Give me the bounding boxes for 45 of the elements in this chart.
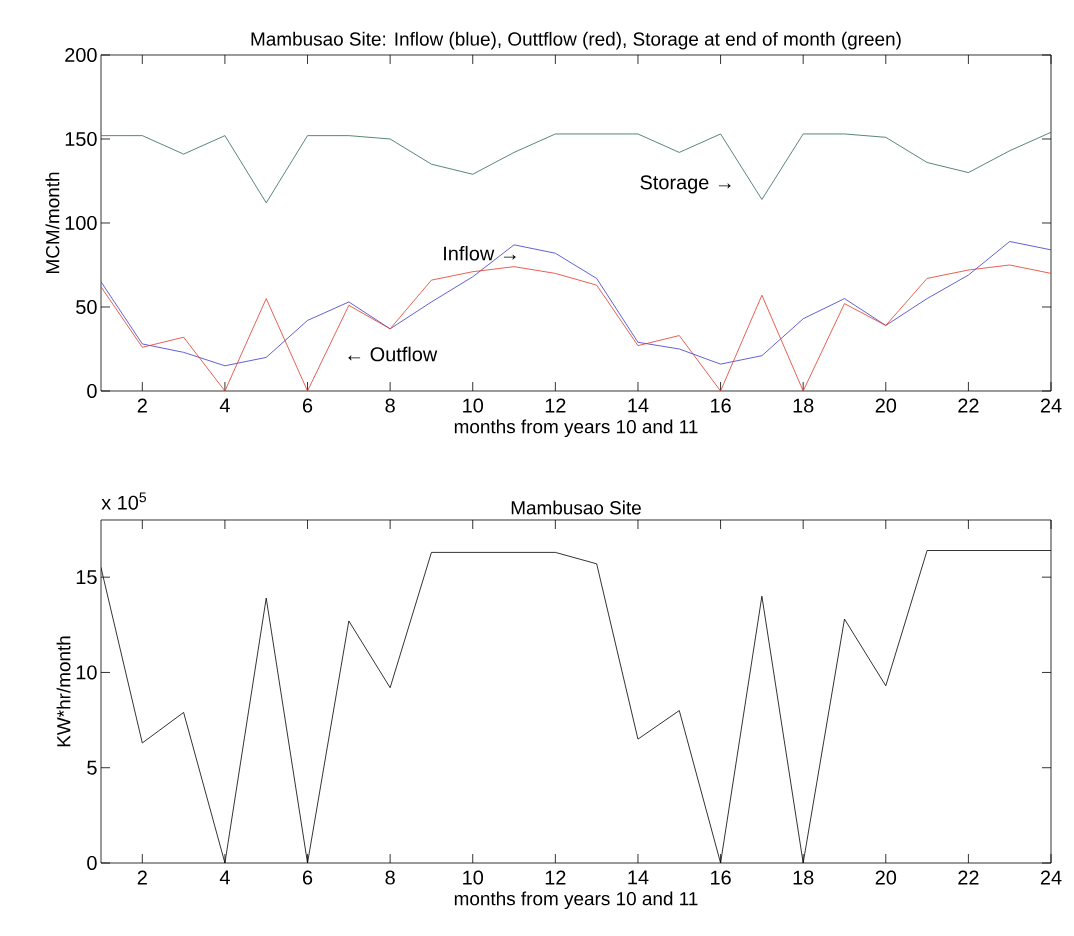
y-tick-label: 50 <box>76 299 97 315</box>
x-axis-title: months from years 10 and 11 <box>454 891 698 910</box>
chart-title: Mambusao Site: Inflow (blue), Outtflow (red), Storage at end of month (green) <box>251 31 901 50</box>
x-tick-label: 2 <box>137 398 147 413</box>
x-tick-label: 16 <box>711 870 731 885</box>
x-tick-label: 4 <box>219 870 230 885</box>
x-tick-label: 16 <box>711 398 731 413</box>
x-tick-label: 14 <box>628 398 649 413</box>
y-tick-label: 200 <box>65 47 97 63</box>
x-tick-label: 2 <box>137 870 147 885</box>
x-tick-label: 4 <box>219 398 230 413</box>
x-tick-label: 6 <box>303 398 313 413</box>
y-tick-label: 15 <box>76 570 97 585</box>
y-tick-label: 100 <box>65 215 97 231</box>
y-tick-label: 150 <box>65 131 97 147</box>
x-tick-label: 18 <box>793 398 814 413</box>
x-tick-label: 20 <box>875 398 897 413</box>
y-tick-label: 10 <box>76 665 97 680</box>
x-tick-label: 10 <box>463 870 484 885</box>
x-tick-label: 12 <box>545 870 566 885</box>
chart-title: Mambusao Site <box>511 500 641 515</box>
x-tick-label: 12 <box>545 398 566 413</box>
y-axis-title: KW*hr/month <box>56 636 71 747</box>
annotation: ← Outflow <box>348 346 438 362</box>
x-tick-label: 22 <box>958 870 979 885</box>
line-series <box>101 264 1052 391</box>
x-tick-label: 22 <box>958 398 979 413</box>
text: x 10$^{5}$ <box>101 492 147 510</box>
annotation: Inflow → <box>444 245 516 261</box>
y-tick-label: 0 <box>87 383 97 399</box>
y-axis-title: MCM/month <box>45 172 60 273</box>
x-tick-label: 24 <box>1040 398 1062 413</box>
x-tick-label: 8 <box>385 870 395 885</box>
x-tick-label: 8 <box>385 398 395 413</box>
line-series <box>101 241 1052 367</box>
y-tick-label: 0 <box>87 855 97 871</box>
annotation: Storage → <box>640 175 731 194</box>
x-tick-label: 14 <box>628 870 649 885</box>
x-tick-label: 24 <box>1040 870 1062 885</box>
x-tick-label: 20 <box>875 870 897 885</box>
x-axis-title: months from years 10 and 11 <box>454 419 698 438</box>
y-tick-label: 5 <box>87 760 97 775</box>
x-tick-label: 6 <box>303 870 313 885</box>
x-tick-label: 10 <box>463 398 484 413</box>
x-tick-label: 18 <box>793 870 814 885</box>
